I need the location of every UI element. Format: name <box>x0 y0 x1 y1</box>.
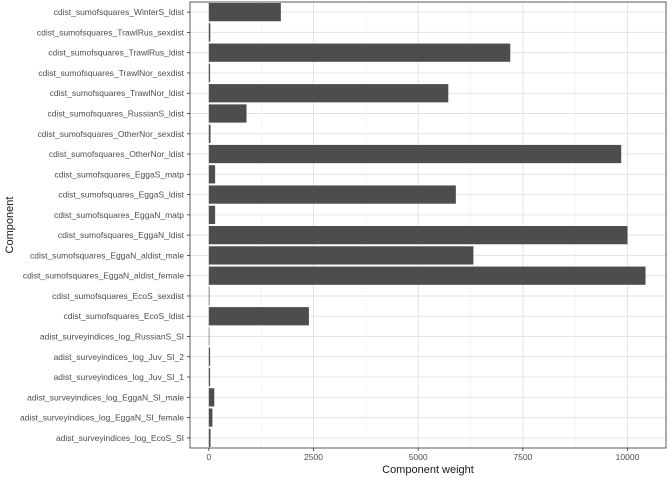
y-tick-label: cdist_sumofsquares_EcoS_ldist <box>64 311 185 321</box>
bars <box>208 3 646 447</box>
bar <box>208 408 213 427</box>
y-tick-label: cdist_sumofsquares_RussianS_ldist <box>47 109 184 119</box>
bar <box>208 124 211 143</box>
bar <box>208 63 211 83</box>
y-tick-label: cdist_sumofsquares_WinterS_ldist <box>54 7 185 17</box>
bar <box>208 43 511 62</box>
y-tick-label: adist_surveyindices_log_EcoS_SI <box>56 433 184 443</box>
y-tick-label: cdist_sumofsquares_EggaN_ldist <box>58 230 185 240</box>
y-tick-label: cdist_sumofsquares_EggaN_matp <box>54 210 184 220</box>
bar <box>208 307 309 326</box>
bar <box>208 84 449 103</box>
y-tick-label: cdist_sumofsquares_OtherNor_ldist <box>49 149 185 159</box>
bar <box>208 286 210 306</box>
x-tick-label: 7500 <box>513 452 532 462</box>
x-axis-ticks: 0 2500 5000 7500 10000 <box>206 448 640 462</box>
y-tick-label: cdist_sumofsquares_TrawlRus_ldist <box>48 48 184 58</box>
bar <box>208 23 211 42</box>
x-tick-label: 0 <box>206 452 211 462</box>
bar <box>208 144 622 164</box>
bar <box>208 185 456 204</box>
bar <box>208 388 215 407</box>
y-tick-label: adist_surveyindices_log_Juv_SI_1 <box>54 372 185 382</box>
plot-panel <box>190 2 666 448</box>
y-tick-label: cdist_sumofsquares_TrawlRus_sexdist <box>37 27 185 37</box>
bar <box>208 347 211 366</box>
y-axis-ticks: cdist_sumofsquares_WinterS_ldist cdist_su… <box>20 7 190 443</box>
plot-border <box>189 1 667 449</box>
bar <box>208 205 216 224</box>
bar <box>208 104 247 123</box>
bar <box>208 327 210 346</box>
x-tick-label: 10000 <box>616 452 640 462</box>
y-tick-label: cdist_sumofsquares_EggaN_aldist_male <box>30 250 184 260</box>
y-tick-label: adist_surveyindices_log_Juv_SI_2 <box>54 352 185 362</box>
bar <box>208 246 474 265</box>
y-tick-label: cdist_sumofsquares_TrawlNor_ldist <box>50 88 185 98</box>
y-tick-label: cdist_sumofsquares_EggaS_ldist <box>58 190 184 200</box>
y-tick-label: cdist_sumofsquares_OtherNor_sexdist <box>38 129 185 139</box>
y-tick-label: adist_surveyindices_log_RussianS_SI <box>40 332 184 342</box>
y-tick-label: cdist_sumofsquares_TrawlNor_sexdist <box>38 68 184 78</box>
y-tick-label: cdist_sumofsquares_EcoS_sexdist <box>52 291 184 301</box>
bar <box>208 3 281 22</box>
y-tick-label: adist_surveyindices_log_EggaN_SI_female <box>20 413 184 423</box>
y-tick-label: adist_surveyindices_log_EggaN_SI_male <box>27 392 184 402</box>
bar <box>208 165 216 184</box>
bar <box>208 428 211 447</box>
y-tick-label: cdist_sumofsquares_EggaN_aldist_female <box>23 271 184 281</box>
bar <box>208 226 628 245</box>
x-axis-title: Component weight <box>382 464 474 476</box>
y-tick-label: cdist_sumofsquares_EggaS_matp <box>55 169 185 179</box>
x-tick-label: 2500 <box>304 452 323 462</box>
x-tick-label: 5000 <box>409 452 428 462</box>
bar <box>208 367 211 387</box>
bar <box>208 266 646 285</box>
y-axis-title: Component <box>4 197 16 254</box>
